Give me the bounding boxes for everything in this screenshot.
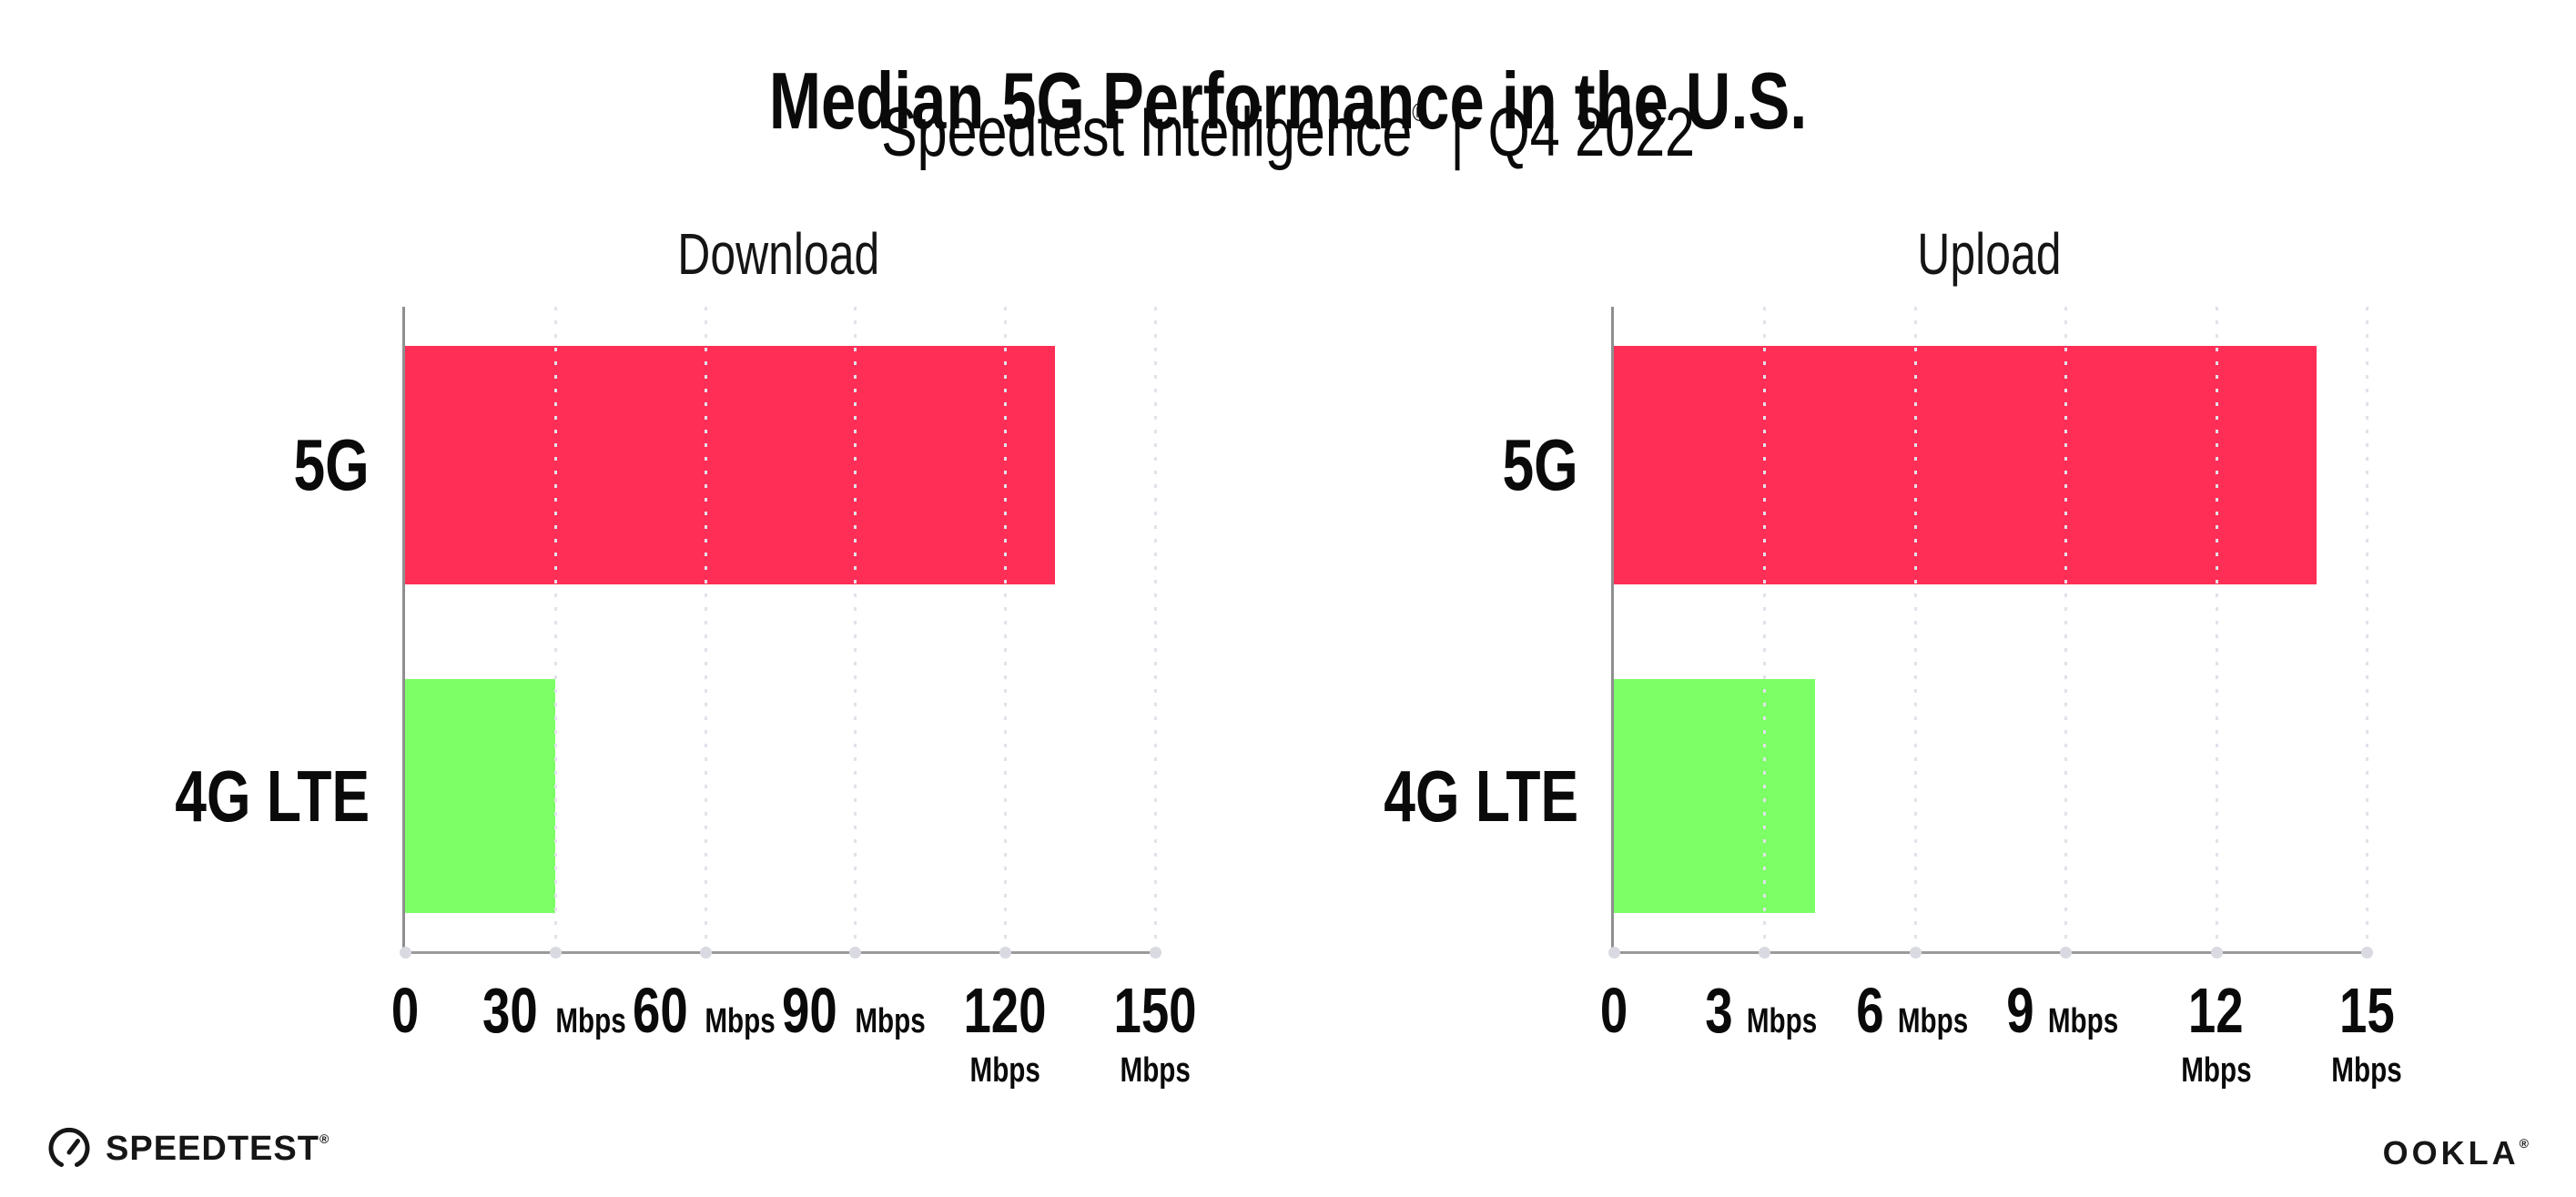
subtitle-separator	[1426, 94, 1450, 171]
ookla-logo: OOKLA®	[2383, 1134, 2529, 1172]
chart-title-upload: Upload	[1611, 225, 2367, 283]
subtitle-period: Q4 2022	[1487, 94, 1695, 171]
axis-tick-dot-0	[400, 947, 411, 959]
axis-tick-dot-3	[1759, 947, 1771, 959]
category-label-4g-lte: 4G LTE	[1329, 760, 1578, 833]
x-tick-unit: Mbps	[2047, 1002, 2119, 1040]
ookla-trademark: ®	[2519, 1136, 2529, 1151]
x-tick-0: 0	[388, 979, 423, 1042]
plot-area-upload: 0 3 Mbps 6 Mbps 9 Mbps 12Mbps 15Mbps	[1600, 307, 2402, 1088]
category-label-5g-text: 5G	[1502, 424, 1578, 505]
bar-4g-lte-download	[405, 679, 555, 913]
registered-mark: ®	[1412, 98, 1427, 127]
x-tick-120: 120Mbps	[930, 979, 1080, 1088]
axis-tick-dot-9	[2060, 947, 2073, 959]
x-tick-value: 30	[482, 975, 538, 1046]
x-tick-15: 15Mbps	[2321, 979, 2411, 1088]
axis-tick-dot-0	[1608, 947, 1620, 959]
category-label-5g-text: 5G	[293, 424, 370, 505]
gridline-150	[1154, 307, 1157, 951]
gridline-30	[553, 307, 557, 951]
axis-tick-dot-60	[699, 947, 712, 959]
x-tick-unit: Mbps	[2180, 1051, 2252, 1090]
gridline-15	[2366, 307, 2368, 951]
x-tick-3: 3 Mbps	[1701, 979, 1827, 1042]
x-tick-12: 12Mbps	[2141, 979, 2291, 1088]
x-tick-unit: Mbps	[1120, 1051, 1191, 1090]
subtitle-divider: |	[1450, 94, 1465, 171]
bar-5g-upload	[1614, 346, 2317, 584]
x-tick-unit: Mbps	[855, 1002, 927, 1040]
gridline-9	[2064, 307, 2068, 951]
x-tick-unit: Mbps	[705, 1002, 776, 1040]
x-tick-150: 150Mbps	[1102, 979, 1209, 1088]
bar-4g-lte-upload	[1614, 679, 1815, 913]
x-tick-90: 90 Mbps	[775, 979, 936, 1042]
chart-title-upload-text: Upload	[1916, 221, 2062, 287]
x-tick-value: 90	[782, 975, 838, 1046]
axis-tick-dot-150	[1150, 947, 1161, 959]
x-tick-value: 12	[2188, 975, 2244, 1046]
category-label-4g-lte-text: 4G LTE	[1384, 756, 1578, 837]
category-label-4g-lte: 4G LTE	[120, 760, 370, 833]
plot-area-download: 0 30 Mbps 60 Mbps 90 Mbps 120Mbps 150Mbps	[391, 307, 1197, 1088]
subtitle-separator	[1465, 94, 1488, 171]
x-tick-unit: Mbps	[1897, 1002, 1968, 1040]
gridline-90	[854, 307, 857, 951]
page-title-text: Median 5G Performance in the U.S.	[768, 55, 1808, 146]
x-tick-unit: Mbps	[2331, 1051, 2402, 1090]
speedtest-logo-text: SPEEDTEST®	[106, 1130, 329, 1169]
gridline-120	[1004, 307, 1008, 951]
x-tick-value: 0	[390, 975, 420, 1046]
x-tick-value: 0	[1599, 975, 1628, 1046]
category-label-5g: 5G	[272, 429, 370, 502]
x-tick-value: 120	[963, 975, 1047, 1046]
gridline-60	[704, 307, 707, 951]
axis-tick-dot-6	[1909, 947, 1922, 959]
page-title: Median 5G Performance in the U.S.	[0, 55, 2576, 146]
speedtest-wordmark: SPEEDTEST	[106, 1129, 319, 1168]
bar-5g-download	[405, 346, 1056, 584]
x-tick-30: 30 Mbps	[474, 979, 635, 1042]
download-chart-panel: Download 5G 4G LTE 0 30 Mbps 60 Mbps 90 Mbps 12…	[175, 225, 1197, 1088]
x-tick-0: 0	[1597, 979, 1632, 1042]
gridline-6	[1913, 307, 1917, 951]
x-tick-value: 150	[1113, 975, 1197, 1046]
x-tick-value: 60	[632, 975, 688, 1046]
x-tick-9: 9 Mbps	[2003, 979, 2128, 1042]
axis-tick-dot-90	[849, 947, 862, 959]
gridline-12	[2215, 307, 2218, 951]
x-tick-6: 6 Mbps	[1852, 979, 1978, 1042]
x-tick-value: 6	[1856, 975, 1884, 1046]
x-tick-value: 15	[2338, 975, 2395, 1046]
gridline-3	[1763, 307, 1767, 951]
x-tick-value: 3	[1705, 975, 1733, 1046]
x-tick-unit: Mbps	[555, 1002, 626, 1040]
x-tick-unit: Mbps	[969, 1051, 1040, 1090]
page-subtitle: Speedtest Intelligence® | Q4 2022	[0, 95, 2576, 171]
speedtest-gauge-icon	[48, 1127, 90, 1167]
axis-tick-dot-30	[549, 947, 562, 959]
category-label-5g: 5G	[1481, 429, 1578, 502]
x-tick-value: 9	[2006, 975, 2034, 1046]
speedtest-trademark: ®	[319, 1131, 330, 1146]
chart-title-download: Download	[402, 225, 1155, 283]
upload-chart-panel: Upload 5G 4G LTE 0 3 Mbps 6 Mbps 9 Mbps 12Mbps 1…	[1384, 225, 2402, 1088]
category-label-4g-lte-text: 4G LTE	[175, 756, 370, 837]
speedtest-logo: SPEEDTEST®	[47, 1127, 329, 1171]
axis-tick-dot-15	[2361, 947, 2373, 959]
x-tick-unit: Mbps	[1747, 1002, 1818, 1040]
subtitle-brand: Speedtest Intelligence	[881, 94, 1413, 171]
page-subtitle-text: Speedtest Intelligence® | Q4 2022	[881, 95, 1695, 171]
chart-title-download-text: Download	[677, 221, 880, 287]
axis-tick-dot-120	[999, 947, 1012, 959]
axis-tick-dot-12	[2210, 947, 2223, 959]
ookla-wordmark: OOKLA	[2382, 1134, 2520, 1172]
x-tick-60: 60 Mbps	[624, 979, 786, 1042]
